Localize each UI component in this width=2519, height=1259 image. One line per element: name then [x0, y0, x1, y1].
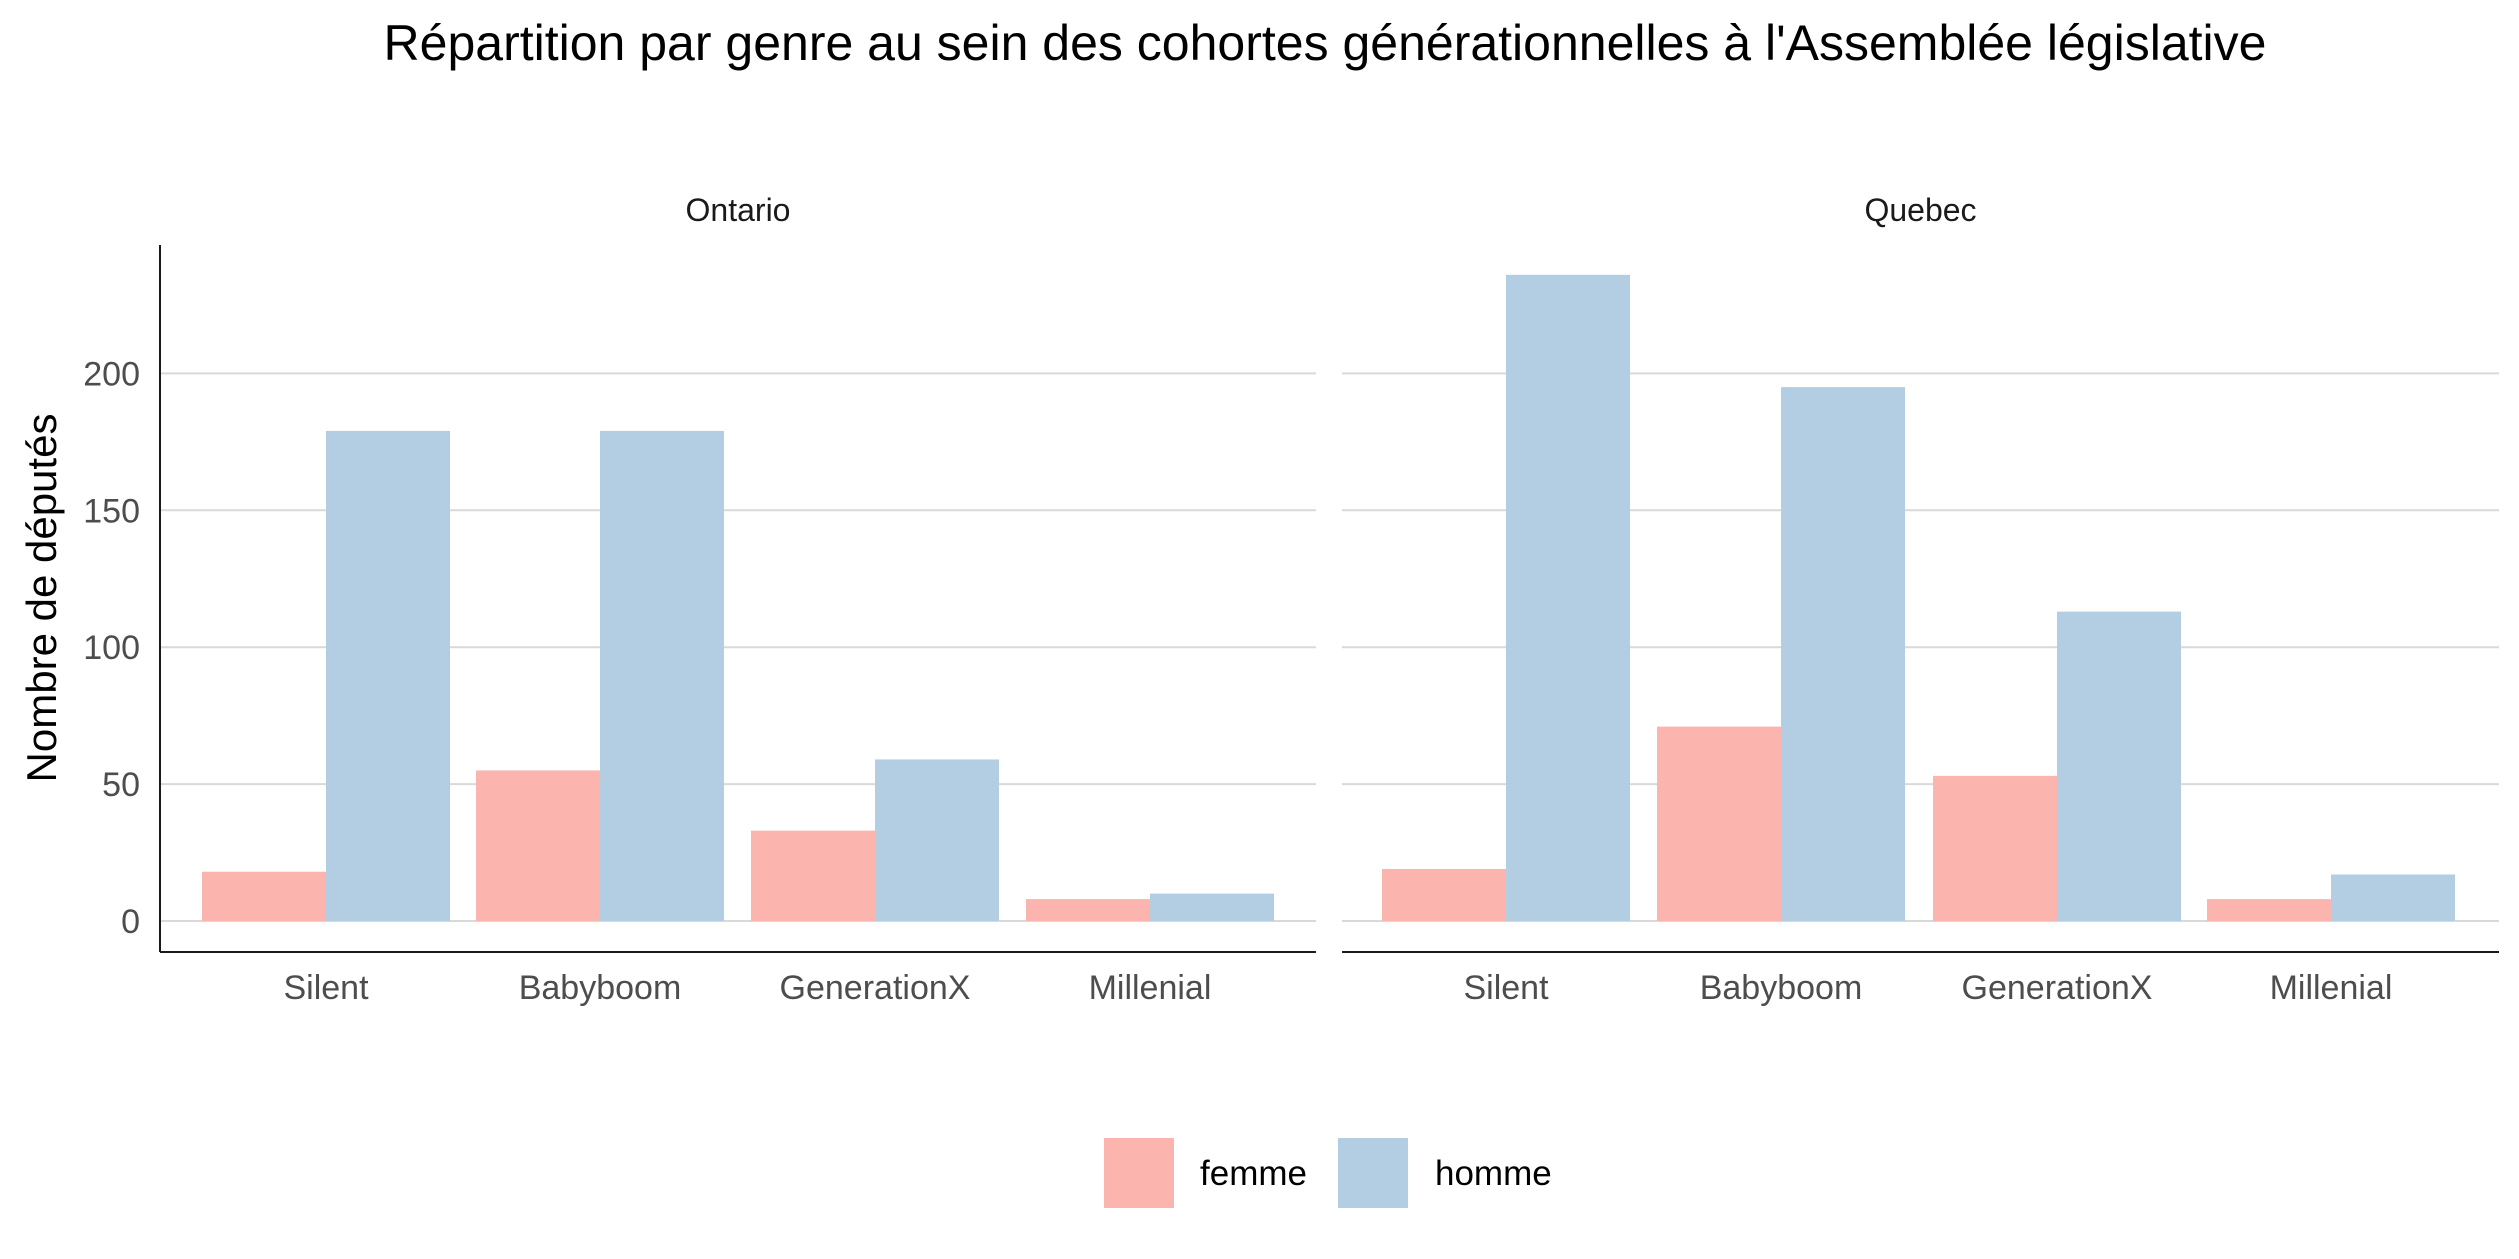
y-tick-label: 150 [83, 492, 140, 530]
bar-femme-babyboom [476, 770, 600, 921]
x-tick-label: Babyboom [519, 969, 682, 1007]
x-tick-label: Babyboom [1700, 969, 1863, 1007]
y-tick-label: 0 [121, 903, 140, 941]
x-tick-label: GenerationX [1962, 969, 2153, 1007]
x-tick-label: Silent [283, 969, 369, 1007]
bar-homme-millenial [2331, 874, 2455, 921]
bar-homme-babyboom [600, 430, 724, 921]
legend-label-homme: homme [1435, 1154, 1552, 1193]
y-tick-label: 50 [102, 766, 140, 804]
legend-key-homme [1338, 1138, 1408, 1208]
x-tick-label: Millenial [2270, 969, 2393, 1007]
bar-femme-silent [202, 871, 326, 921]
bar-homme-silent [1506, 274, 1630, 921]
x-tick-label: Silent [1463, 969, 1549, 1007]
legend-key-femme [1104, 1138, 1174, 1208]
x-tick-label: GenerationX [780, 969, 971, 1007]
x-tick-label: Millenial [1089, 969, 1212, 1007]
bar-femme-millenial [2207, 899, 2331, 921]
bar-homme-millenial [1150, 893, 1274, 921]
bar-femme-generationx [1933, 775, 2057, 921]
bar-homme-generationx [875, 759, 999, 921]
bar-femme-generationx [751, 830, 875, 921]
bar-femme-babyboom [1657, 726, 1781, 921]
bar-femme-silent [1382, 868, 1506, 921]
y-axis-title: Nombre de députés [18, 414, 65, 783]
panel-ontario: Silent Babyboom GenerationX Millenial 0 50 100… [83, 192, 1316, 1007]
legend: femme homme [1104, 1138, 1552, 1208]
legend-label-femme: femme [1200, 1154, 1307, 1193]
bar-homme-babyboom [1781, 387, 1905, 922]
y-tick-label: 200 [83, 355, 140, 393]
y-tick-label: 100 [83, 629, 140, 667]
facet-panels: Silent Babyboom GenerationX Millenial 0 50 100… [83, 192, 2499, 1007]
chart-title: Répartition par genre au sein des cohort… [384, 15, 2267, 71]
bar-femme-millenial [1026, 899, 1150, 921]
panel-quebec: Silent Babyboom GenerationX Millenial Quebec [1342, 192, 2499, 1007]
bar-homme-silent [326, 430, 450, 921]
bar-homme-generationx [2057, 611, 2181, 921]
facet-label: Ontario [686, 192, 791, 228]
facet-label: Quebec [1864, 192, 1976, 228]
